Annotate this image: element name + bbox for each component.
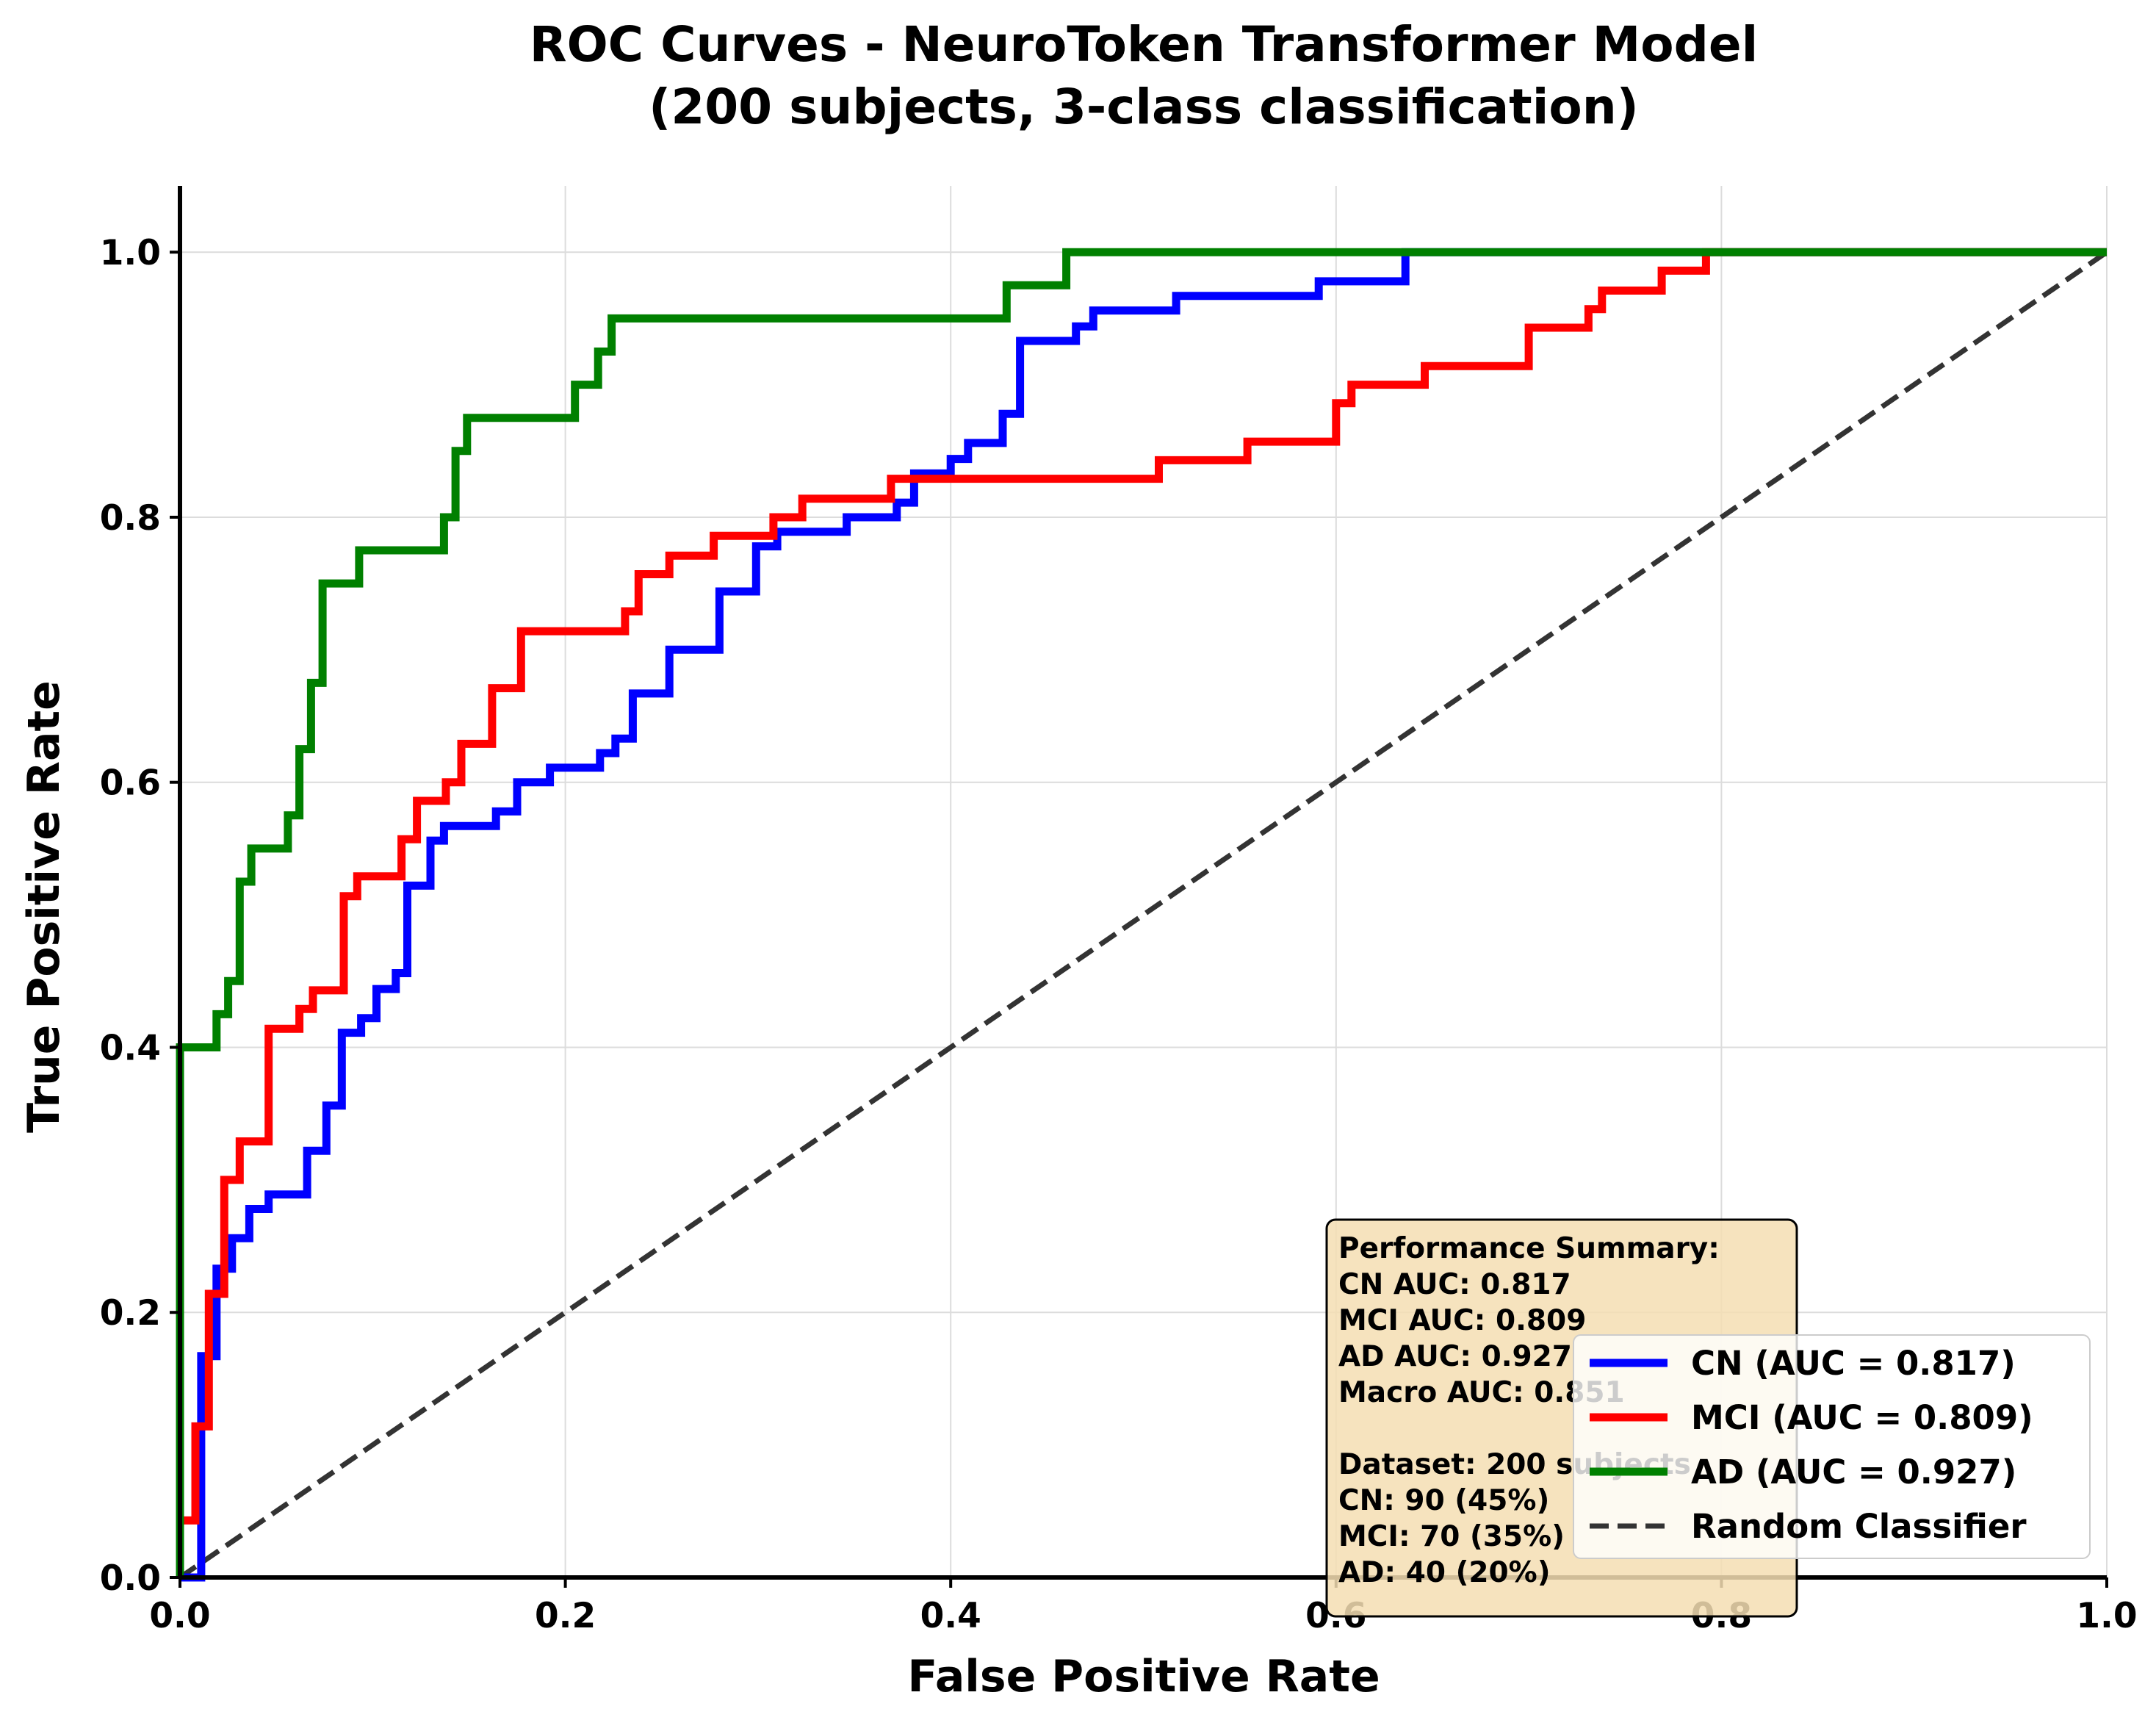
y-tick-label: 0.6 (100, 763, 161, 804)
x-tick-label: 0.4 (920, 1596, 981, 1636)
roc-curve-cn (180, 248, 2107, 1582)
x-tick-label: 1.0 (2076, 1596, 2137, 1636)
legend-label-cn: CN (AUC = 0.817) (1691, 1344, 2016, 1383)
y-axis-label: True Positive Rate (18, 680, 70, 1133)
legend-background (1573, 1334, 2091, 1559)
x-tick-label: 0.2 (535, 1596, 596, 1636)
roc-curve-ad (176, 248, 2107, 1577)
summary-line: MCI AUC: 0.809 (1338, 1304, 1586, 1337)
summary-line: AD: 40 (20%) (1338, 1556, 1551, 1589)
legend-label-ad: AD (AUC = 0.927) (1691, 1453, 2016, 1491)
y-tick-label: 0.8 (100, 498, 161, 539)
summary-line: CN: 90 (45%) (1338, 1484, 1549, 1517)
chart-title: ROC Curves - NeuroToken Transformer Mode… (530, 16, 1759, 73)
ticks: 0.00.20.40.60.81.00.00.20.40.60.81.0 (100, 233, 2138, 1636)
summary-line: AD AUC: 0.927 (1338, 1340, 1572, 1373)
summary-line: MCI: 70 (35%) (1338, 1520, 1565, 1553)
y-tick-label: 1.0 (100, 233, 161, 273)
series-layer (176, 248, 2107, 1582)
legend-label-mci: MCI (AUC = 0.809) (1691, 1398, 2033, 1437)
summary-line: Performance Summary: (1338, 1232, 1720, 1265)
x-axis-label: False Positive Rate (907, 1651, 1380, 1702)
chart-subtitle: (200 subjects, 3-class classification) (649, 79, 1639, 135)
y-tick-label: 0.4 (100, 1028, 161, 1068)
summary-line: CN AUC: 0.817 (1338, 1268, 1571, 1301)
x-tick-label: 0.0 (149, 1596, 210, 1636)
roc-curve-mci (176, 248, 2107, 1577)
y-tick-label: 0.2 (100, 1293, 161, 1334)
y-tick-label: 0.0 (100, 1558, 161, 1599)
legend: CN (AUC = 0.817) MCI (AUC = 0.809) AD (AUC… (1573, 1334, 2091, 1559)
legend-label-random: Random Classifier (1691, 1507, 2027, 1546)
